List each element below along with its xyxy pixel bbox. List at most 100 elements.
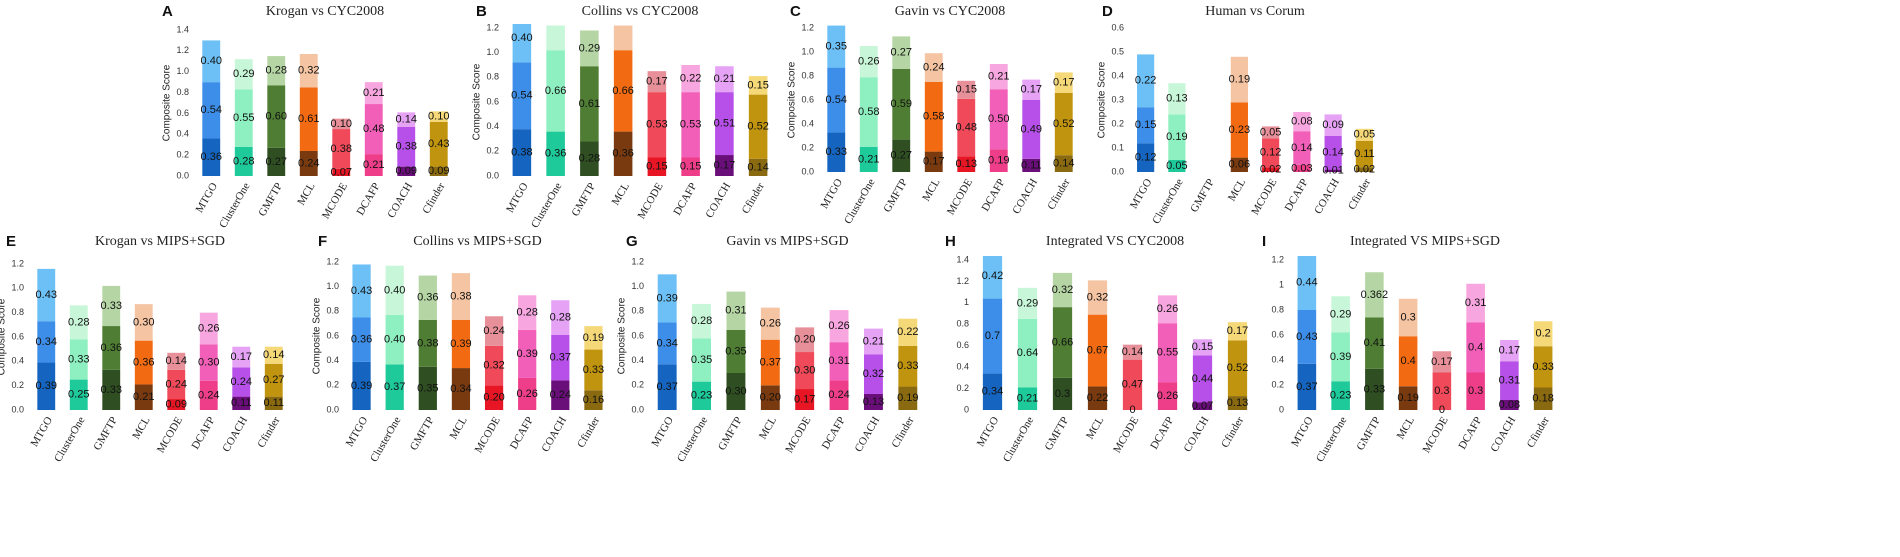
bar-segment xyxy=(1297,256,1317,310)
x-tick-label: ClusterOne xyxy=(842,177,878,226)
x-tick-label: Cfinder xyxy=(889,414,916,449)
y-axis-label: Composite Score xyxy=(0,298,8,375)
value-label: 0.47 xyxy=(1122,379,1143,391)
bar-segment xyxy=(613,25,633,51)
bars xyxy=(982,256,1248,410)
bar-segment xyxy=(512,24,532,63)
value-label: 0.52 xyxy=(1227,362,1248,374)
bar-segment xyxy=(892,139,911,172)
bar-segment xyxy=(234,146,253,176)
value-label: 0.14 xyxy=(263,349,284,361)
bar-segment xyxy=(863,328,883,355)
bar-segment xyxy=(484,316,504,346)
value-label: 0.24 xyxy=(198,389,219,401)
bar-segment xyxy=(859,77,878,147)
value-label: 0.33 xyxy=(1364,383,1385,395)
value-label: 0.17 xyxy=(714,159,735,171)
bar-segment xyxy=(418,366,437,410)
value-label: 0.59 xyxy=(891,98,912,110)
value-label: 0.17 xyxy=(1431,356,1452,368)
value-label: 0.28 xyxy=(516,306,537,318)
value-label: 0.51 xyxy=(714,117,735,129)
y-tick-label: 1.4 xyxy=(176,24,189,34)
value-label: 0.36 xyxy=(351,334,372,346)
panel-letter: C xyxy=(790,3,801,20)
bar-segment xyxy=(1533,346,1553,388)
x-tick-label: MTGO xyxy=(504,181,531,215)
y-tick-label: 0.2 xyxy=(486,146,499,156)
y-axis-label: Composite Score xyxy=(1097,61,1108,138)
x-tick-label: Cfinder xyxy=(1525,414,1552,449)
bar-segment xyxy=(1355,128,1373,141)
bar-segment xyxy=(859,146,878,172)
value-label: 0.38 xyxy=(417,337,438,349)
value-label: 0.19 xyxy=(897,392,918,404)
value-label: 0.33 xyxy=(897,360,918,372)
y-tick-label: 0.4 xyxy=(11,356,24,366)
bar-segment xyxy=(518,377,537,410)
value-label: 0.39 xyxy=(656,292,677,304)
value-label: 0.7 xyxy=(985,330,1000,342)
x-tick-label: MCODE xyxy=(1249,177,1279,218)
value-label: 0.37 xyxy=(550,351,571,363)
bar-segment xyxy=(1533,321,1553,347)
value-label: 0.21 xyxy=(133,391,154,403)
x-tick-label: COACH xyxy=(704,181,734,220)
value-label: 0.36 xyxy=(612,148,633,160)
value-label: 0.50 xyxy=(988,113,1009,125)
value-label: 0.07 xyxy=(1192,400,1213,412)
bar-segment xyxy=(37,268,56,322)
x-tick-label: GMFTP xyxy=(881,177,910,215)
bar-segment xyxy=(957,98,976,157)
panel-letter: A xyxy=(162,3,173,20)
value-label: 0.66 xyxy=(545,85,566,97)
panel: C Gavin vs CYC2008 Composite Score 0.0 0.2 0.… xyxy=(787,3,1075,226)
value-label: 0.36 xyxy=(133,356,154,368)
y-tick-label: 1.0 xyxy=(801,46,814,56)
x-tick-label: Cfinder xyxy=(1219,414,1246,449)
x-tick-label: COACH xyxy=(1182,415,1212,454)
value-label: 0.17 xyxy=(923,156,944,168)
bar-segment xyxy=(584,326,603,350)
y-tick-label: 0.2 xyxy=(326,380,339,390)
value-label: 0.44 xyxy=(1296,276,1317,288)
value-label: 0.17 xyxy=(1021,84,1042,96)
panel-letter: E xyxy=(6,233,16,250)
bar-segment xyxy=(518,329,537,378)
bar-segment xyxy=(1087,386,1108,410)
x-tick-label: COACH xyxy=(539,415,569,454)
value-label: 0.35 xyxy=(826,41,847,53)
y-tick-label: 1.4 xyxy=(956,254,969,264)
value-label: 0.42 xyxy=(982,270,1003,282)
value-label: 0.19 xyxy=(583,332,604,344)
bar-segment xyxy=(1262,126,1280,139)
value-label: 0.40 xyxy=(384,284,405,296)
x-tick-label: MTGO xyxy=(193,181,220,215)
chart-title: Gavin vs MIPS+SGD xyxy=(726,234,848,249)
bar-segment xyxy=(1087,314,1108,387)
value-label: 0.05 xyxy=(1166,160,1187,172)
y-tick-label: 1.2 xyxy=(176,45,189,55)
x-tick-label: Cfinder xyxy=(420,180,447,215)
value-label: 0.33 xyxy=(826,146,847,158)
bar-segment xyxy=(657,274,677,323)
x-tick-label: GMFTP xyxy=(1354,415,1383,453)
value-label: 0.24 xyxy=(166,378,187,390)
bar-segment xyxy=(1230,56,1248,103)
x-tick-label: MCL xyxy=(610,181,632,208)
x-tick-label: COACH xyxy=(220,415,250,454)
value-label: 0.13 xyxy=(956,158,977,170)
bar-segment xyxy=(451,319,471,369)
bar-segment xyxy=(898,318,918,346)
bar-segment xyxy=(657,364,677,410)
bar-segment xyxy=(1466,283,1485,323)
bar-segment xyxy=(1262,138,1280,168)
y-tick-label: 0 xyxy=(1279,404,1284,414)
value-label: 0.23 xyxy=(691,390,712,402)
value-label: 0.20 xyxy=(794,334,815,346)
panel-letter: G xyxy=(626,233,638,250)
value-label: 0.33 xyxy=(101,384,122,396)
bar-segment xyxy=(1293,131,1311,165)
value-label: 0.37 xyxy=(1296,381,1317,393)
